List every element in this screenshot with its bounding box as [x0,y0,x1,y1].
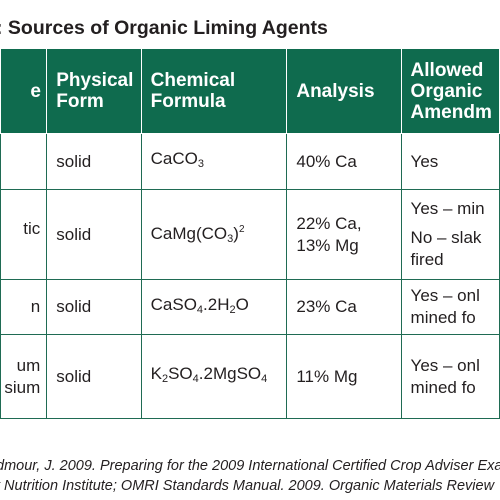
footnote-line: t Nutrition Institute; OMRI Standards Ma… [0,478,495,494]
header-allowed: Allowed Organic Amendm [400,48,500,134]
cell-formula: CaSO4.2H2O [140,279,288,335]
cell-allowed: Yes [400,133,500,190]
table-row: tic solid CaMg(CO3)2 22% Ca, 13% Mg Yes –… [0,189,500,280]
cell-formula: CaCO3 [140,133,288,190]
table-title: : Sources of Organic Liming Agents [0,17,328,39]
cell-physical-form: solid [46,279,142,335]
cell-formula: CaMg(CO3)2 [140,189,288,280]
cell-physical-form: solid [46,334,142,419]
cell-source: um sium [0,334,48,419]
cell-analysis: 22% Ca, 13% Mg [286,189,402,280]
table-row: solid CaCO3 40% Ca Yes [0,133,500,190]
cell-allowed: Yes – onl mined fo [400,334,500,419]
cell-physical-form: solid [46,189,142,280]
cell-allowed: Yes – onl mined fo [400,279,500,335]
cell-analysis: 23% Ca [286,279,402,335]
header-analysis: Analysis [286,48,402,134]
cell-source: n [0,279,48,335]
header-source: e [0,48,48,134]
liming-agents-table: e Physical Form Chemical Formula Analysis … [0,48,500,419]
cell-analysis: 40% Ca [286,133,402,190]
cell-analysis: 11% Mg [286,334,402,419]
cell-physical-form: solid [46,133,142,190]
table-row: um sium solid K2SO4.2MgSO4 11% Mg Yes – o… [0,334,500,419]
footnote-line: dmour, J. 2009. Preparing for the 2009 I… [0,458,500,474]
footnote: dmour, J. 2009. Preparing for the 2009 I… [0,456,500,496]
header-row: e Physical Form Chemical Formula Analysis … [0,48,500,134]
cell-source [0,133,48,190]
cell-allowed: Yes – min No – slak fired [400,189,500,280]
header-chemical-formula: Chemical Formula [140,48,288,134]
cell-source: tic [0,189,48,280]
header-physical-form: Physical Form [46,48,142,134]
table-row: n solid CaSO4.2H2O 23% Ca Yes – onl mined… [0,279,500,335]
cell-formula: K2SO4.2MgSO4 [140,334,288,419]
